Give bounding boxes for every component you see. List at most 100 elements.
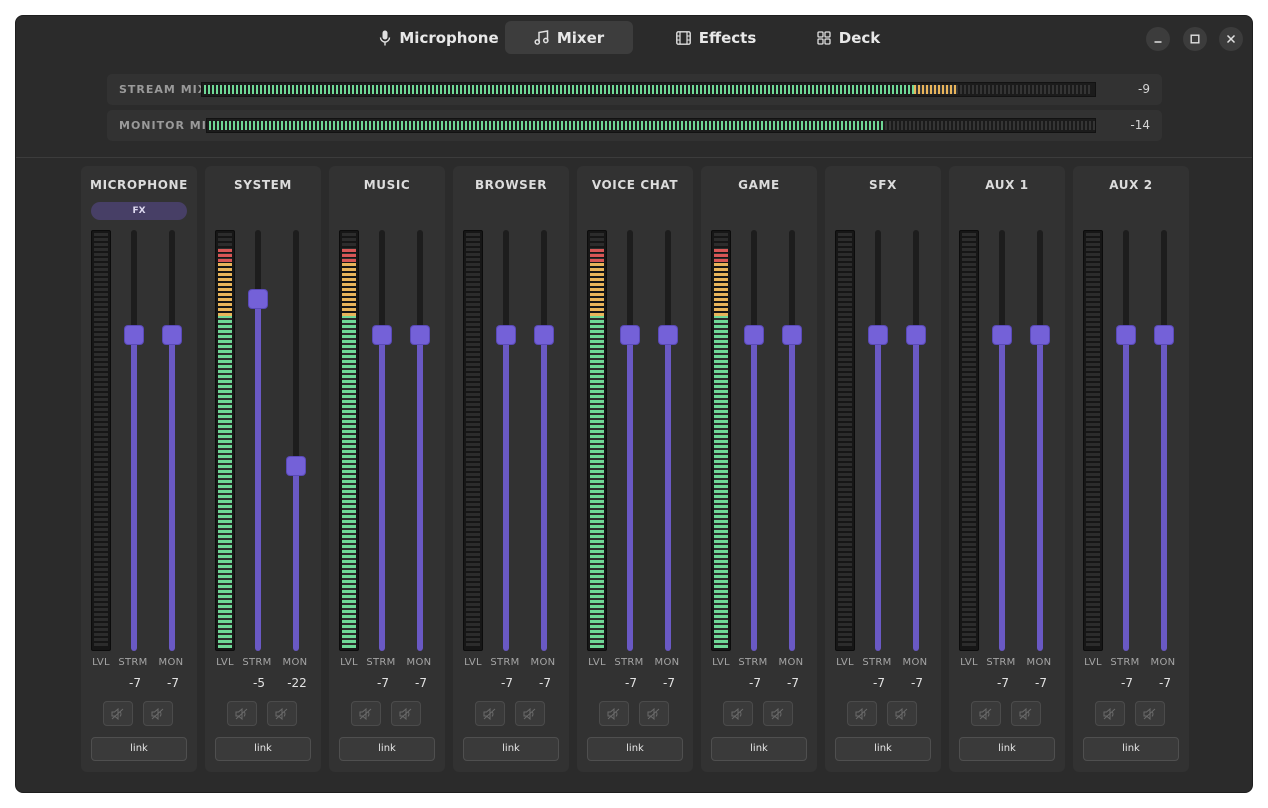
mon-label: MON — [902, 657, 928, 668]
strm-mute-button[interactable] — [599, 701, 629, 726]
strm-fader[interactable] — [621, 230, 639, 651]
strm-label: STRM — [986, 657, 1016, 668]
grid-icon — [817, 30, 831, 45]
strm-fader[interactable] — [373, 230, 391, 651]
fader-thumb[interactable] — [1155, 326, 1173, 344]
strm-mute-button[interactable] — [227, 701, 257, 726]
fader-thumb[interactable] — [1031, 326, 1049, 344]
fader-fill — [913, 335, 919, 651]
strm-label: STRM — [242, 657, 272, 668]
speaker-muted-icon — [523, 707, 536, 720]
mon-mute-button[interactable] — [639, 701, 669, 726]
tab-microphone[interactable]: Microphone — [374, 21, 504, 54]
speaker-muted-icon — [151, 707, 164, 720]
fader-fill — [665, 335, 671, 651]
fader-thumb[interactable] — [287, 457, 305, 475]
link-button[interactable]: link — [215, 737, 311, 761]
strm-label: STRM — [1110, 657, 1140, 668]
mon-fader[interactable] — [287, 230, 305, 651]
channel-name: SYSTEM — [234, 178, 292, 192]
close-button[interactable] — [1219, 27, 1243, 51]
strm-fader[interactable] — [497, 230, 515, 651]
link-button[interactable]: link — [711, 737, 807, 761]
mon-mute-button[interactable] — [887, 701, 917, 726]
fader-thumb[interactable] — [907, 326, 925, 344]
link-button[interactable]: link — [587, 737, 683, 761]
link-button[interactable]: link — [91, 737, 187, 761]
film-icon — [675, 30, 691, 45]
mon-mute-button[interactable] — [1135, 701, 1165, 726]
link-button[interactable]: link — [463, 737, 559, 761]
link-button[interactable]: link — [959, 737, 1055, 761]
channel-name: AUX 2 — [1109, 178, 1153, 192]
level-meter-green — [714, 316, 728, 648]
fader-thumb[interactable] — [745, 326, 763, 344]
mon-fader[interactable] — [783, 230, 801, 651]
strm-mute-button[interactable] — [475, 701, 505, 726]
mon-value: -7 — [1159, 676, 1171, 690]
lvl-label: LVL — [340, 657, 358, 668]
fader-thumb[interactable] — [411, 326, 429, 344]
mon-fader[interactable] — [907, 230, 925, 651]
level-meter — [1083, 230, 1103, 651]
fader-fill — [503, 335, 509, 651]
mon-fader[interactable] — [1031, 230, 1049, 651]
speaker-muted-icon — [979, 707, 992, 720]
microphone-icon — [380, 30, 391, 45]
tab-mixer[interactable]: Mixer — [505, 21, 633, 54]
fx-button[interactable]: FX — [91, 202, 187, 220]
strm-mute-button[interactable] — [103, 701, 133, 726]
level-meter-red — [714, 248, 728, 262]
strm-fader[interactable] — [1117, 230, 1135, 651]
strm-mute-button[interactable] — [847, 701, 877, 726]
mon-fader[interactable] — [1155, 230, 1173, 651]
mon-fader[interactable] — [535, 230, 553, 651]
fader-thumb[interactable] — [783, 326, 801, 344]
strm-mute-button[interactable] — [723, 701, 753, 726]
strm-fader[interactable] — [993, 230, 1011, 651]
mon-mute-button[interactable] — [515, 701, 545, 726]
strm-value: -7 — [625, 676, 637, 690]
mon-mute-button[interactable] — [1011, 701, 1041, 726]
tab-deck-label: Deck — [838, 28, 881, 47]
level-meter-background — [962, 233, 976, 648]
mon-mute-button[interactable] — [143, 701, 173, 726]
strm-label: STRM — [738, 657, 768, 668]
fader-thumb[interactable] — [249, 290, 267, 308]
strm-mute-button[interactable] — [971, 701, 1001, 726]
mon-mute-button[interactable] — [391, 701, 421, 726]
strm-fader[interactable] — [249, 230, 267, 651]
strm-fader[interactable] — [745, 230, 763, 651]
channel-name: AUX 1 — [985, 178, 1029, 192]
fader-thumb[interactable] — [659, 326, 677, 344]
link-button[interactable]: link — [835, 737, 931, 761]
fader-thumb[interactable] — [125, 326, 143, 344]
fader-thumb[interactable] — [869, 326, 887, 344]
mon-fader[interactable] — [411, 230, 429, 651]
channel-name: MICROPHONE — [90, 178, 188, 192]
link-button[interactable]: link — [339, 737, 435, 761]
fader-thumb[interactable] — [163, 326, 181, 344]
lvl-label: LVL — [92, 657, 110, 668]
mon-fader[interactable] — [659, 230, 677, 651]
strm-mute-button[interactable] — [1095, 701, 1125, 726]
fader-thumb[interactable] — [621, 326, 639, 344]
fader-thumb[interactable] — [373, 326, 391, 344]
link-button[interactable]: link — [1083, 737, 1179, 761]
mon-mute-button[interactable] — [763, 701, 793, 726]
strm-mute-button[interactable] — [351, 701, 381, 726]
mon-label: MON — [282, 657, 308, 668]
minimize-button[interactable] — [1146, 27, 1170, 51]
tab-effects[interactable]: Effects — [646, 21, 786, 54]
speaker-muted-icon — [235, 707, 248, 720]
fader-thumb[interactable] — [993, 326, 1011, 344]
mon-mute-button[interactable] — [267, 701, 297, 726]
maximize-button[interactable] — [1183, 27, 1207, 51]
fader-thumb[interactable] — [497, 326, 515, 344]
mon-fader[interactable] — [163, 230, 181, 651]
strm-fader[interactable] — [125, 230, 143, 651]
fader-thumb[interactable] — [535, 326, 553, 344]
tab-deck[interactable]: Deck — [796, 21, 901, 54]
strm-fader[interactable] — [869, 230, 887, 651]
fader-thumb[interactable] — [1117, 326, 1135, 344]
